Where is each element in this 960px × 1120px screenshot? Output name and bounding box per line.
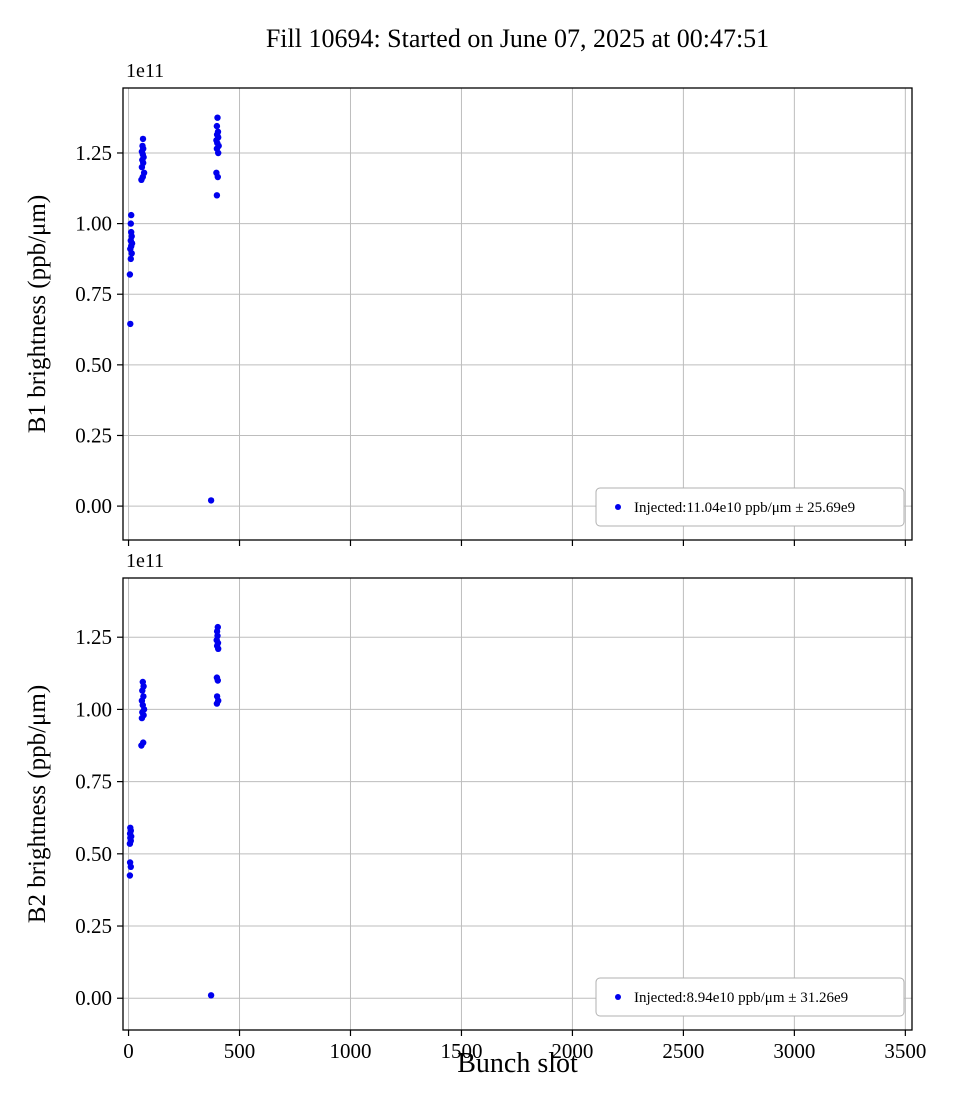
plot-area <box>123 578 912 1030</box>
x-tick-label: 3000 <box>773 1039 815 1063</box>
data-point <box>126 872 134 879</box>
data-point <box>213 693 221 700</box>
data-point <box>214 114 221 121</box>
x-tick-label: 3500 <box>884 1039 926 1063</box>
y-tick-label: 1.25 <box>75 625 112 649</box>
legend-marker-icon <box>615 994 621 1000</box>
legend-marker-icon <box>615 504 621 510</box>
data-point <box>126 859 134 866</box>
data-point <box>140 739 147 746</box>
data-point <box>140 693 147 700</box>
data-point <box>139 142 146 150</box>
x-tick-label: 1000 <box>329 1039 371 1063</box>
data-point <box>213 192 221 199</box>
y-tick-label: 0.50 <box>75 353 112 377</box>
legend-box <box>595 487 905 527</box>
data-point <box>127 220 134 227</box>
legend-box <box>595 977 905 1017</box>
y-tick-label: 1.00 <box>75 697 112 721</box>
y-tick-label: 0.25 <box>75 914 112 938</box>
y-tick-label: 0.50 <box>75 842 112 866</box>
data-point <box>214 128 222 135</box>
x-tick-label: 1500 <box>440 1039 482 1063</box>
data-point <box>207 497 215 504</box>
data-point <box>128 211 135 219</box>
data-point <box>127 320 134 328</box>
data-point <box>127 255 134 263</box>
legend-label: Injected:8.94e10 ppb/μm ± 31.26e9 <box>634 990 848 1006</box>
y-axis-offset-top: 1e11 <box>126 60 165 82</box>
legend-label: Injected:11.04e10 ppb/μm ± 25.69e9 <box>634 500 855 516</box>
y-tick-label: 0.75 <box>75 770 112 794</box>
x-tick-label: 0 <box>123 1039 134 1063</box>
y-tick-label: 0.25 <box>75 423 112 447</box>
data-point <box>214 623 221 631</box>
y-axis-label-bottom: B2 brightness (ppb/μm) <box>24 684 51 924</box>
y-tick-label: 0.00 <box>75 986 112 1010</box>
y-tick-label: 0.00 <box>75 494 112 518</box>
figure-title: Fill 10694: Started on June 07, 2025 at … <box>265 24 770 53</box>
data-point <box>207 992 215 999</box>
x-axis-label: Bunch slot <box>457 1048 578 1079</box>
data-point <box>213 122 221 130</box>
data-point <box>127 824 134 831</box>
y-axis-label-top: B1 brightness (ppb/μm) <box>24 194 51 434</box>
data-point <box>213 674 221 681</box>
data-point <box>140 169 148 176</box>
y-tick-label: 0.75 <box>75 282 112 306</box>
y-tick-label: 1.00 <box>75 212 112 236</box>
plot-area <box>123 88 912 540</box>
x-tick-label: 2500 <box>662 1039 704 1063</box>
y-axis-offset-bottom: 1e11 <box>126 550 165 572</box>
data-point <box>139 135 147 143</box>
data-point <box>213 169 220 176</box>
data-point <box>139 678 146 686</box>
axes-frame <box>122 87 913 541</box>
data-point <box>128 228 135 236</box>
x-tick-label: 500 <box>224 1039 256 1063</box>
x-tick-label: 2000 <box>551 1039 593 1063</box>
y-tick-label: 1.25 <box>75 141 112 165</box>
axes-frame <box>122 577 913 1031</box>
data-point <box>126 271 134 278</box>
